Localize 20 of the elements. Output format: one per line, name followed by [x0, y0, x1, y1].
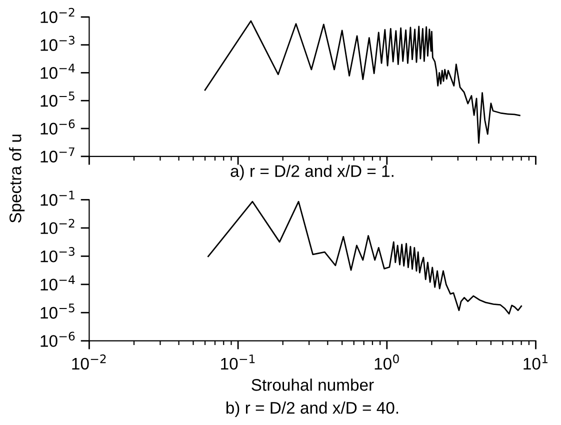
y-tick-label: 10$^{−6}$: [40, 332, 75, 347]
y-tick-label: 10$^{−3}$: [40, 36, 74, 51]
y-tick-label: 10$^{−5}$: [40, 92, 74, 107]
x-tick-label: 10$^{0}$: [374, 354, 399, 370]
y-tick-label: 10$^{−3}$: [40, 247, 74, 262]
y-tick-label: 10$^{−4}$: [40, 64, 75, 79]
text: b) r = D/2 and x/D = 40.: [226, 402, 398, 418]
text: a) r = D/2 and x/D = 1.: [230, 164, 394, 180]
x-axis-title: Strouhal number: [252, 378, 374, 391]
x-tick-label: 10$^{−1}$: [221, 354, 255, 370]
x-tick-label: 10$^{1}$: [524, 354, 548, 370]
y-tick-label: 10$^{−1}$: [40, 190, 74, 206]
y-tick-label: 10$^{−4}$: [40, 275, 75, 290]
y-tick-label: 10$^{−2}$: [40, 8, 74, 24]
x-tick-label: 10$^{−2}$: [72, 354, 106, 370]
y-axis-title: Spectra of u: [9, 134, 25, 223]
y-tick-label: 10$^{−5}$: [40, 304, 74, 319]
y-tick-label: 10$^{−2}$: [40, 218, 74, 234]
y-tick-label: 10$^{−7}$: [40, 147, 74, 162]
y-tick-label: 10$^{−6}$: [40, 119, 75, 135]
